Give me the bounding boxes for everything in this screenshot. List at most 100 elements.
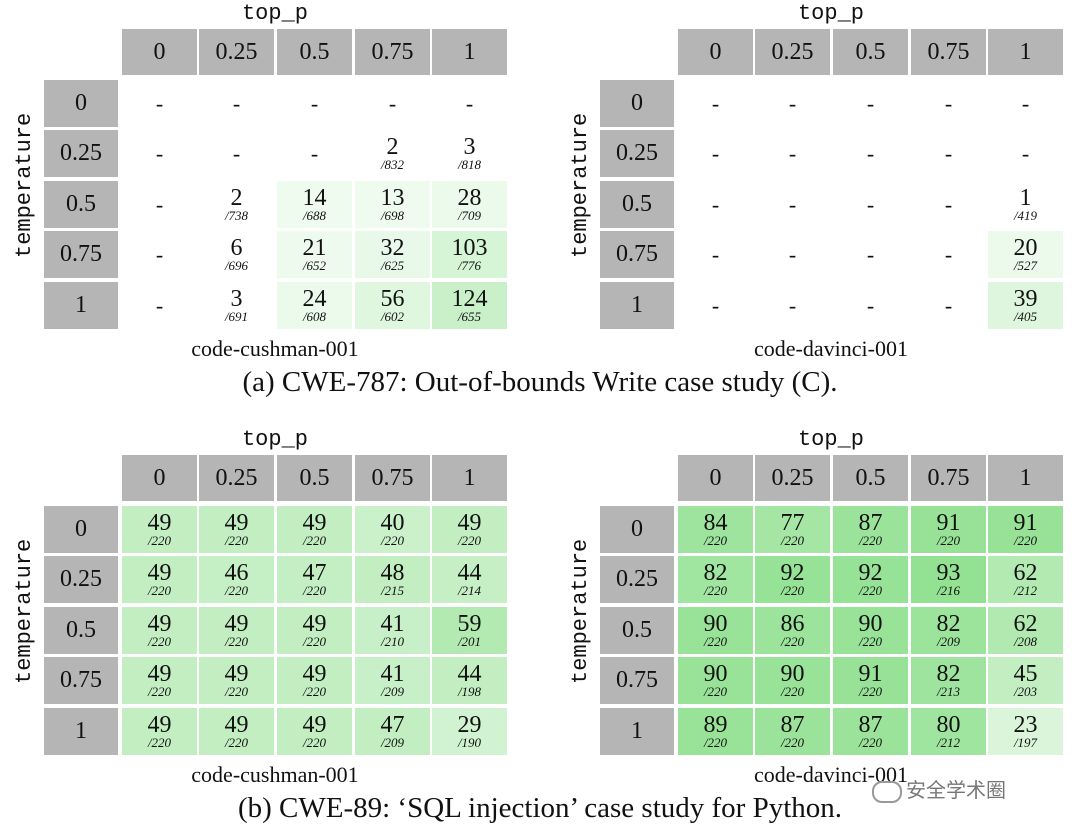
col-header: 0.75: [355, 455, 430, 501]
cell-total: /220: [224, 532, 249, 548]
cell-count: -: [232, 90, 241, 116]
watermark-text: 安全学术圈: [906, 778, 1006, 802]
cell-count: 41: [380, 660, 405, 687]
cell-total: /220: [703, 532, 728, 548]
heatmap-cell: 86/220: [755, 607, 830, 654]
heatmap-cell: 89/220: [678, 708, 753, 755]
row-header: 0.75: [600, 231, 674, 278]
cell-count: 48: [380, 559, 405, 586]
col-header: 0.75: [355, 29, 430, 75]
cell-total: /776: [457, 257, 482, 273]
heatmap-cell: -: [911, 231, 986, 278]
cell-total: /608: [302, 308, 327, 324]
cell-total: /625: [380, 257, 405, 273]
top-p-axis-label: top_p: [797, 1, 864, 26]
heatmap-cell: 45/203: [988, 657, 1063, 704]
cell-total: /209: [380, 734, 405, 750]
heatmap-cell: 49/220: [277, 708, 352, 755]
cell-count: 13: [380, 184, 405, 211]
cell-count: -: [155, 241, 164, 267]
cell-count: 3: [463, 133, 476, 160]
col-header: 0.5: [277, 29, 352, 75]
cell-count: -: [866, 241, 875, 267]
heatmap-cell: 47/220: [277, 556, 352, 603]
model-label: code-davinci-001: [754, 762, 908, 787]
cell-total: /220: [858, 532, 883, 548]
cell-count: -: [155, 90, 164, 116]
model-label: code-cushman-001: [191, 762, 359, 787]
col-header: 0.5: [833, 455, 908, 501]
cell-count: -: [232, 140, 241, 166]
heatmap-cell: -: [432, 80, 507, 127]
heatmap-cell: -: [199, 80, 274, 127]
temperature-axis-label: temperature: [12, 538, 37, 684]
heatmap-cell: -: [678, 282, 753, 329]
row-header: 0: [44, 506, 118, 553]
cell-total: /220: [780, 734, 805, 750]
row-header: 0: [600, 506, 674, 553]
col-header: 0.5: [833, 29, 908, 75]
cell-count: 1: [1019, 184, 1032, 211]
heatmap-cell: -: [911, 181, 986, 228]
cell-count: -: [1021, 140, 1030, 166]
cell-count: 49: [302, 610, 327, 637]
cell-count: 49: [224, 711, 249, 738]
cell-count: -: [711, 90, 720, 116]
cell-total: /201: [457, 633, 482, 649]
heatmap-cell: 62/212: [988, 556, 1063, 603]
cell-count: -: [711, 241, 720, 267]
cell-count: 91: [858, 660, 883, 687]
heatmap-cell: -: [755, 282, 830, 329]
cell-total: /405: [1013, 308, 1038, 324]
heatmap-cell: -: [122, 231, 197, 278]
heatmap-cell: -: [678, 130, 753, 177]
heatmap-cell: 3/691: [199, 282, 274, 329]
heatmap-cell: 41/209: [355, 657, 430, 704]
col-header: 0.25: [199, 29, 274, 75]
heatmap-cell: -: [678, 231, 753, 278]
cell-count: 62: [1013, 610, 1038, 637]
cell-total: /602: [380, 308, 405, 324]
col-header: 0.75: [911, 29, 986, 75]
row-header: 0.75: [44, 231, 118, 278]
cell-total: /220: [302, 633, 327, 649]
row-header: 0: [44, 80, 118, 127]
row-header: 1: [44, 708, 118, 755]
cell-count: -: [788, 292, 797, 318]
top-p-axis-label: top_p: [797, 427, 864, 452]
cell-count: 49: [147, 509, 172, 536]
cell-total: /688: [302, 207, 327, 223]
cell-total: /215: [380, 582, 405, 598]
cell-total: /220: [224, 633, 249, 649]
col-header: 0.25: [199, 455, 274, 501]
heatmap-cell: 13/698: [355, 181, 430, 228]
heatmap-cell: 49/220: [122, 657, 197, 704]
cell-total: /220: [936, 532, 961, 548]
row-header: 0.75: [600, 657, 674, 704]
cell-total: /214: [457, 582, 482, 598]
heatmap-cell: 49/220: [432, 506, 507, 553]
heatmap-cell: -: [277, 80, 352, 127]
cell-count: -: [788, 140, 797, 166]
cell-count: 90: [703, 610, 728, 637]
heatmap-cell: 87/220: [833, 506, 908, 553]
cell-count: 44: [457, 559, 482, 586]
cell-count: 14: [302, 184, 327, 211]
cell-count: 28: [457, 184, 482, 211]
heatmap-cell: 39/405: [988, 282, 1063, 329]
heatmap-cell: 90/220: [678, 657, 753, 704]
heatmap-cell: -: [833, 282, 908, 329]
cell-count: 6: [230, 234, 243, 261]
cell-total: /220: [457, 532, 482, 548]
heatmap-cell: 49/220: [199, 607, 274, 654]
heatmap-cell: 82/213: [911, 657, 986, 704]
heatmap-cell: 56/602: [355, 282, 430, 329]
cell-total: /220: [147, 582, 172, 598]
heatmap-cell: -: [833, 181, 908, 228]
cell-count: 91: [1013, 509, 1038, 536]
heatmap-cell: -: [833, 80, 908, 127]
cell-total: /208: [1013, 633, 1038, 649]
cell-total: /220: [302, 683, 327, 699]
heatmap-cell: 82/209: [911, 607, 986, 654]
cell-count: 93: [936, 559, 961, 586]
